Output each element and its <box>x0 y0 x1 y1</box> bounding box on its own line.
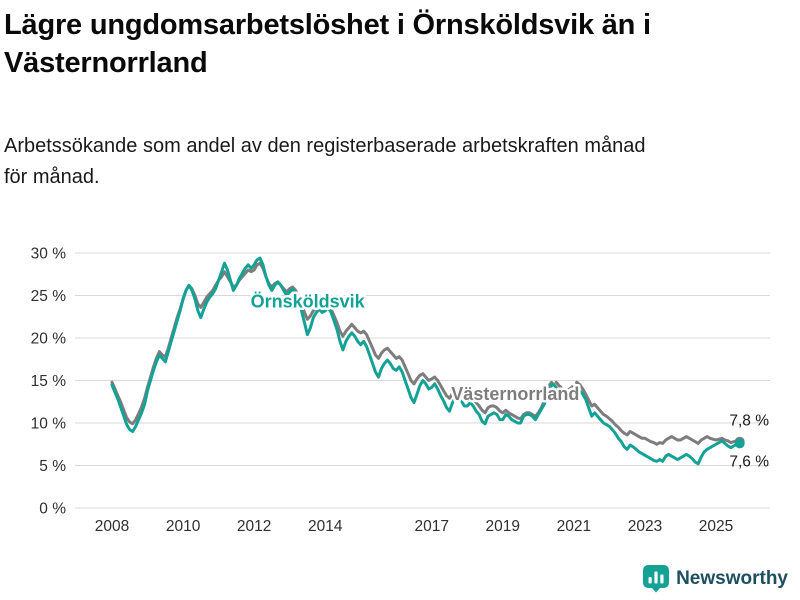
x-tick-label: 2008 <box>95 518 129 535</box>
brand-name: Newsworthy <box>676 568 788 589</box>
y-tick-label: 25 % <box>31 288 67 305</box>
newsworthy-icon <box>643 565 670 593</box>
y-tick-label: 15 % <box>31 373 67 390</box>
x-tick-label: 2019 <box>486 518 520 535</box>
x-tick-label: 2017 <box>415 518 449 535</box>
y-tick-label: 5 % <box>39 458 66 475</box>
series-end-dot <box>734 438 745 449</box>
unemployment-line-chart: 0 % 5 % 10 % 15 % 20 % 25 % 30 % 2008 2010 2012 20… <box>31 246 770 535</box>
end-value-label: 7,6 % <box>729 453 769 470</box>
chart-subtitle: Arbetssökande som andel av den registerb… <box>4 135 646 188</box>
y-tick-label: 30 % <box>31 246 67 263</box>
newsworthy-logo[interactable]: Newsworthy <box>643 565 788 593</box>
x-tick-label: 2025 <box>699 518 733 535</box>
series-label: Örnsköldsvik <box>251 291 366 311</box>
x-tick-label: 2012 <box>237 518 271 535</box>
series-label: Västernorrland <box>451 384 579 404</box>
end-value-label: 7,8 % <box>729 413 769 430</box>
series-label: Västernorrland <box>451 384 579 404</box>
x-tick-label: 2014 <box>308 518 343 535</box>
chart-title: Lägre ungdomsarbetslöshet i Örnsköldsvik… <box>4 9 651 80</box>
series-line <box>578 383 742 446</box>
x-tick-label: 2023 <box>628 518 662 535</box>
y-tick-label: 10 % <box>31 416 67 433</box>
series-line <box>110 256 742 466</box>
series-line <box>542 379 582 403</box>
y-tick-label: 0 % <box>39 501 66 518</box>
x-tick-label: 2021 <box>557 518 591 535</box>
y-tick-label: 20 % <box>31 331 67 348</box>
x-tick-label: 2010 <box>166 518 201 535</box>
series-label: Örnsköldsvik <box>251 291 366 311</box>
